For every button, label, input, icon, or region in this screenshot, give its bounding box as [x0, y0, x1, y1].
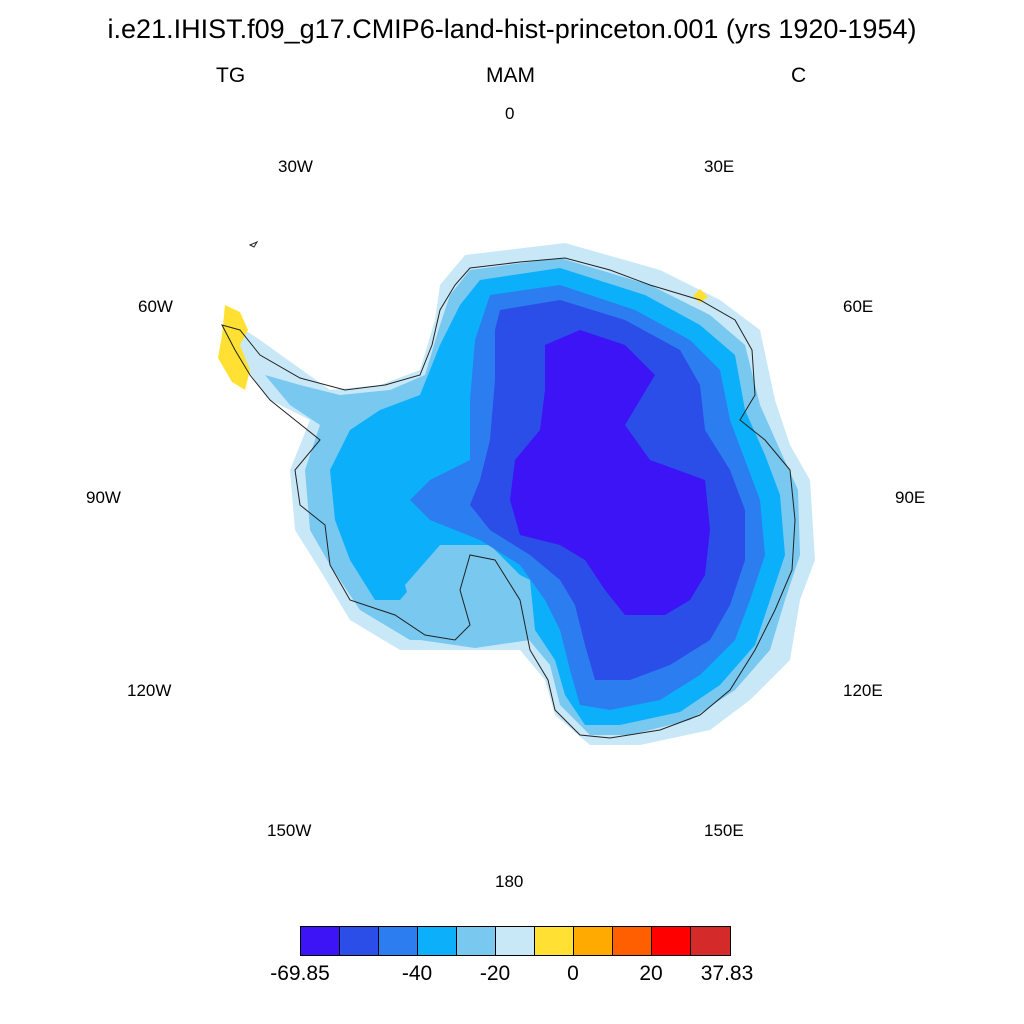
colorbar-tick-min: -69.85 [270, 962, 330, 985]
colorbar [300, 926, 731, 956]
colorbar-box-1 [340, 927, 379, 955]
lon-label-120w: 120W [127, 681, 172, 700]
contour-band-light-patch [405, 545, 530, 648]
colorbar-box-2 [379, 927, 418, 955]
coastline [221, 257, 796, 739]
lon-label-180: 180 [495, 872, 524, 891]
colorbar-box-0 [301, 927, 340, 955]
colorbar-box-8 [613, 927, 652, 955]
colorbar-box-6 [535, 927, 574, 955]
season-label: MAM [486, 64, 535, 87]
colorbar-box-7 [574, 927, 613, 955]
colorbar-tick-20: 20 [639, 962, 663, 985]
plot-title: i.e21.IHIST.f09_g17.CMIP6-land-hist-prin… [107, 14, 917, 44]
lon-label-90w: 90W [86, 488, 121, 507]
variable-label: TG [216, 64, 246, 87]
colorbar-box-5 [496, 927, 535, 955]
colorbar-tick-0: 0 [567, 962, 579, 985]
south-shetland-island [248, 240, 259, 248]
colorbar-box-4 [457, 927, 496, 955]
lon-label-30e: 30E [704, 157, 735, 176]
lon-label-60w: 60W [138, 297, 173, 316]
colorbar-tick-neg20: -20 [479, 962, 511, 985]
colorbar-box-9 [652, 927, 691, 955]
lon-label-0: 0 [505, 104, 515, 123]
lon-label-150e: 150E [704, 821, 744, 840]
lon-label-150w: 150W [267, 821, 312, 840]
lon-label-90e: 90E [895, 488, 926, 507]
colorbar-tick-max: 37.83 [700, 962, 754, 985]
contour-band-core [510, 330, 710, 615]
lon-label-60e: 60E [843, 297, 874, 316]
colorbar-tick-neg40: -40 [401, 962, 433, 985]
lon-label-120e: 120E [843, 681, 883, 700]
colorbar-box-3 [418, 927, 457, 955]
units-label: C [791, 64, 807, 87]
colorbar-box-10 [691, 927, 730, 955]
lon-label-30w: 30W [278, 157, 313, 176]
